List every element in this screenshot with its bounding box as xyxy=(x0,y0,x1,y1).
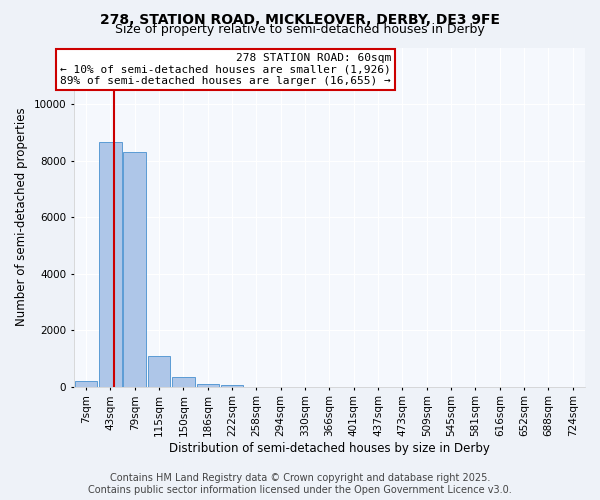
Bar xyxy=(99,142,122,386)
Bar xyxy=(221,385,243,386)
Bar xyxy=(197,384,219,386)
Y-axis label: Number of semi-detached properties: Number of semi-detached properties xyxy=(15,108,28,326)
Text: Contains HM Land Registry data © Crown copyright and database right 2025.
Contai: Contains HM Land Registry data © Crown c… xyxy=(88,474,512,495)
X-axis label: Distribution of semi-detached houses by size in Derby: Distribution of semi-detached houses by … xyxy=(169,442,490,455)
Bar xyxy=(148,356,170,386)
Bar xyxy=(75,381,97,386)
Text: 278 STATION ROAD: 60sqm
← 10% of semi-detached houses are smaller (1,926)
89% of: 278 STATION ROAD: 60sqm ← 10% of semi-de… xyxy=(60,52,391,86)
Text: 278, STATION ROAD, MICKLEOVER, DERBY, DE3 9FE: 278, STATION ROAD, MICKLEOVER, DERBY, DE… xyxy=(100,12,500,26)
Bar xyxy=(172,377,194,386)
Bar xyxy=(124,152,146,386)
Text: Size of property relative to semi-detached houses in Derby: Size of property relative to semi-detach… xyxy=(115,22,485,36)
